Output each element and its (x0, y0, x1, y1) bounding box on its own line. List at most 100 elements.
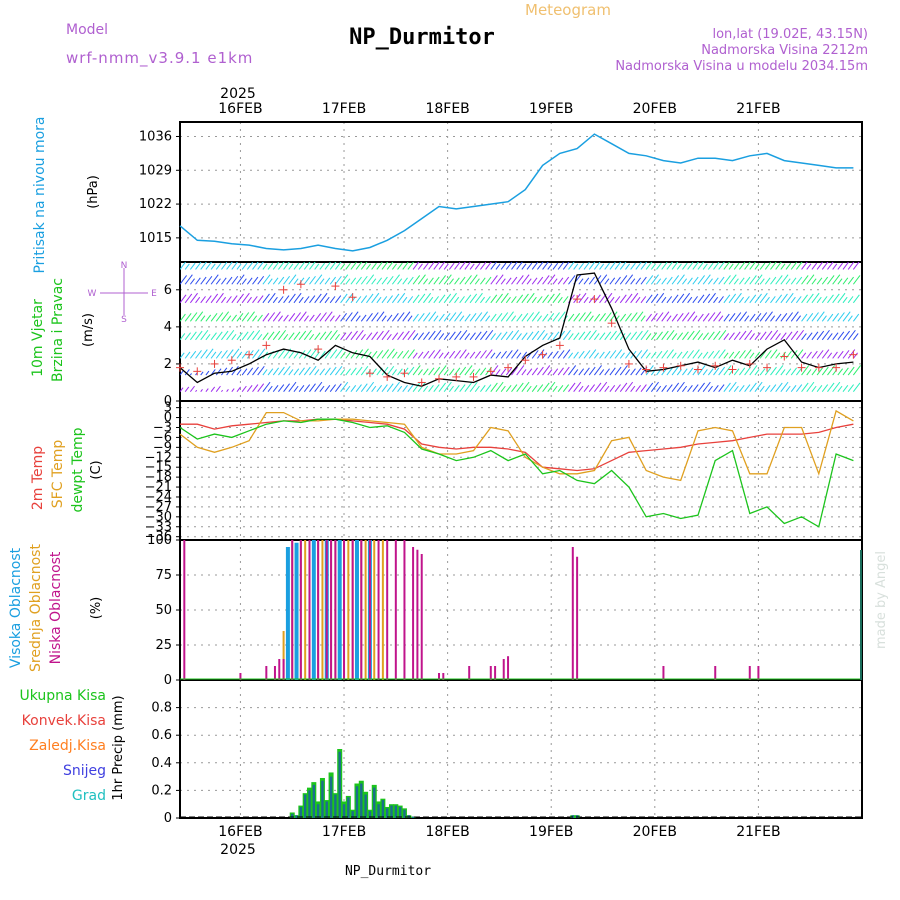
wind-barb-icon (288, 381, 297, 393)
wind-barb-icon (511, 315, 517, 322)
wind-barb-icon (195, 311, 204, 322)
wind-barb-icon (780, 263, 786, 270)
wind-barb-icon (252, 384, 259, 393)
wind-barb-icon (790, 262, 798, 270)
y-tick-label: −24 (145, 490, 172, 505)
wind-barb-icon (511, 384, 518, 393)
wind-barb-icon (770, 384, 777, 393)
precip-snow-bar (377, 804, 380, 818)
wind-barb-icon (195, 350, 202, 359)
wind-barb-icon (350, 350, 358, 359)
wind-barb-icon (278, 329, 287, 341)
wind-barb-icon (821, 329, 830, 341)
wind-barb-icon (278, 262, 285, 270)
wind-barb-icon (718, 296, 724, 304)
wind-barb-icon (438, 382, 446, 393)
wind-barb-icon (257, 383, 265, 393)
wind-barb-icon (640, 276, 647, 285)
wind-barb-icon (381, 296, 388, 304)
wind-barb-icon (723, 365, 732, 376)
wind-unit: (m/s) (81, 313, 96, 347)
wind-barb-icon (345, 312, 353, 322)
wind-barb-icon (474, 292, 483, 304)
wind-barb-icon (656, 262, 662, 270)
wind-barb-icon (184, 332, 191, 341)
wind-barb-icon (309, 314, 315, 322)
footer-credit: made by Angel (874, 551, 889, 649)
compass-w: W (88, 289, 97, 299)
wind-barb-icon (454, 330, 462, 341)
wind-barb-icon (687, 311, 696, 322)
wind-barb-icon (728, 313, 736, 322)
wind-barb-icon (542, 333, 548, 341)
wind-barb-icon (749, 275, 757, 285)
wind-barb-icon (687, 330, 695, 341)
wind-barb-icon (526, 312, 535, 322)
wind-barb-icon (542, 365, 551, 376)
wind-barb-icon (490, 262, 497, 270)
wind-barb-icon (588, 296, 595, 304)
wind-barb-icon (764, 330, 773, 341)
wind-barb-icon (811, 368, 818, 376)
wind-barb-icon (500, 312, 509, 322)
wind-barb-icon (376, 350, 384, 359)
wind-barb-icon (184, 313, 192, 322)
wind-barb-icon (537, 384, 544, 393)
wind-barb-icon (671, 382, 680, 393)
model-name: wrf-nmm_v3.9.1 e1km (66, 49, 253, 68)
wind-barb-icon (417, 274, 426, 285)
wind-barb-icon (764, 262, 772, 270)
wind-barb-icon (521, 369, 527, 376)
wind-barb-icon (599, 381, 608, 393)
wind-barb-icon (827, 365, 836, 376)
wind-barb-icon (542, 352, 548, 359)
wind-barb-icon (241, 262, 248, 270)
wind-barb-icon (676, 332, 684, 341)
wind-barb-icon (495, 274, 504, 285)
wind-barb-icon (687, 296, 693, 304)
wind-barb-icon (661, 262, 668, 270)
wind-barb-icon (692, 276, 699, 285)
wind-barb-icon (806, 332, 813, 341)
wind-barb-icon (640, 262, 648, 270)
wind-barb-icon (718, 366, 726, 376)
wind-barb-icon (661, 330, 669, 341)
wind-barb-icon (412, 275, 421, 285)
y-tick-label: −12 (145, 450, 172, 465)
wind-barb-icon (314, 332, 321, 341)
wind-barb-icon (645, 294, 653, 304)
grid (180, 539, 862, 681)
wind-barb-icon (262, 381, 271, 393)
wind-barb-icon (324, 277, 331, 285)
wind-barb-icon (609, 350, 617, 359)
wind-barb-icon (184, 369, 190, 376)
wind-barb-icon (573, 381, 582, 393)
wind-barb-icon (443, 274, 452, 285)
wind-barb-icon (221, 277, 227, 285)
wind-barb-icon (314, 293, 322, 304)
wind-barb-icon (505, 296, 511, 304)
wind-barb-icon (785, 350, 792, 359)
panels: 1015102210291036024630−3−6−9−12−15−18−21… (139, 121, 863, 826)
wind-barb-icon (371, 368, 377, 376)
wind-barb-icon (474, 350, 482, 359)
wind-barb-icon (505, 385, 512, 393)
wind-barb-icon (454, 385, 460, 393)
model-label: Model (66, 22, 108, 38)
wind-barb-icon (531, 296, 537, 304)
wind-barb-icon (666, 366, 674, 376)
grid (180, 122, 862, 262)
wind-barb-icon (433, 384, 440, 393)
precip-snow-bar (355, 786, 359, 818)
wind-barb-icon (754, 313, 762, 322)
wind-barb-icon (599, 351, 605, 359)
wind-barb-icon (728, 274, 737, 285)
wind-barb-icon (262, 313, 270, 322)
wind-barb-icon (402, 311, 411, 322)
wind-barb-icon (537, 262, 544, 270)
wind-barb-icon (272, 262, 280, 270)
top-day-label: 21FEB (736, 101, 780, 117)
wind-barb-icon (852, 352, 858, 359)
wind-barb-icon (640, 315, 646, 322)
wind-barb-icon (407, 262, 415, 270)
